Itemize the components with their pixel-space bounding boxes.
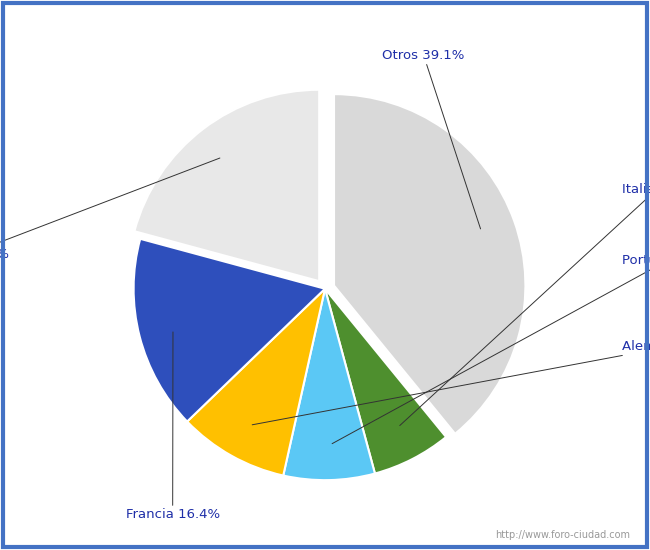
Text: Francia 16.4%: Francia 16.4% — [125, 332, 220, 521]
Wedge shape — [134, 239, 325, 421]
Text: http://www.foro-ciudad.com: http://www.foro-ciudad.com — [495, 530, 630, 540]
Wedge shape — [187, 289, 325, 476]
Text: Alemania 9.3%: Alemania 9.3% — [252, 340, 650, 425]
Text: Italia 6.7%: Italia 6.7% — [400, 183, 650, 426]
Wedge shape — [334, 94, 525, 434]
Wedge shape — [283, 289, 375, 480]
Text: Otros 39.1%: Otros 39.1% — [382, 49, 480, 229]
Text: Portugal 7.7%: Portugal 7.7% — [332, 254, 650, 444]
Text: Laxe - Turistas extranjeros según país - Agosto de 2024: Laxe - Turistas extranjeros según país -… — [112, 16, 538, 33]
Text: Suiza 20.8%: Suiza 20.8% — [0, 158, 220, 261]
Wedge shape — [325, 289, 446, 474]
Wedge shape — [135, 90, 319, 281]
